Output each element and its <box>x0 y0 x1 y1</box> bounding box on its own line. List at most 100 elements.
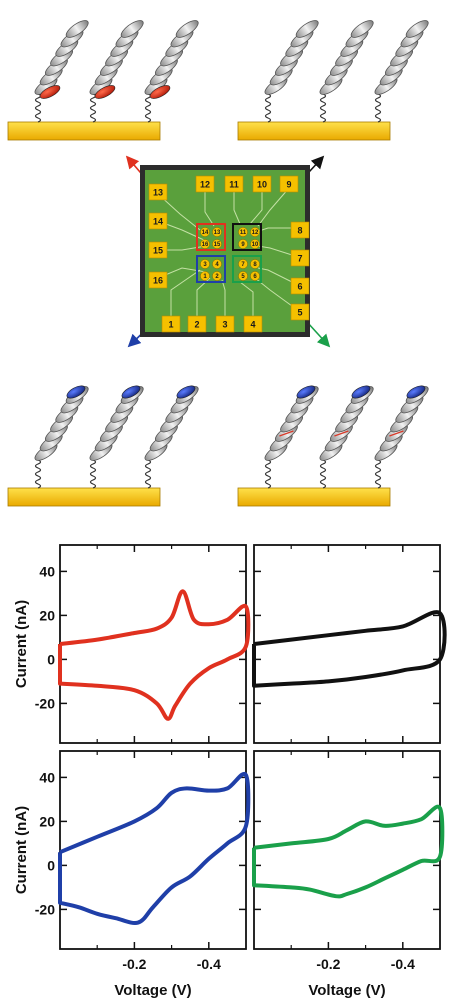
y-tick-label: 20 <box>39 813 55 829</box>
gold-electrode <box>237 487 391 507</box>
chip-electrode <box>238 259 248 269</box>
chip-pad-label: 12 <box>200 180 210 190</box>
chip-electrode <box>200 239 210 249</box>
redox-label-red <box>149 85 171 99</box>
redox-label-red <box>39 85 61 99</box>
dna-helix <box>34 386 89 461</box>
blue-quadrant-box <box>196 255 226 283</box>
chip-electrode-label: 10 <box>252 242 259 248</box>
chip-electrode-label: 3 <box>203 262 207 268</box>
chip-pad <box>148 271 168 289</box>
x-axis-title: Voltage (V) <box>114 982 191 999</box>
dna-helix <box>34 20 89 95</box>
chip-pad-label: 7 <box>297 254 302 264</box>
chip-pad <box>290 303 310 321</box>
linker-tether <box>264 459 272 489</box>
chip-pad-label: 2 <box>194 320 199 330</box>
dna-panel-black <box>237 20 429 141</box>
gold-electrode <box>237 121 391 141</box>
chip-electrode-label: 6 <box>253 274 257 280</box>
chip-pad-label: 3 <box>222 320 227 330</box>
cv-charts: 40 20 0 -20 Current (nA) 40 20 0 -20 -0.2 -0.4 Curr… <box>13 544 447 999</box>
chip-pad <box>195 175 215 193</box>
dna-helix <box>144 386 199 461</box>
x-tick-label: -0.4 <box>391 956 415 972</box>
green-quadrant-box <box>232 255 262 283</box>
chip-electrode <box>200 259 210 269</box>
chip-electrode-label: 16 <box>202 242 209 248</box>
chip-electrode-label: 13 <box>214 230 221 236</box>
dna-helix <box>374 386 429 461</box>
y-tick-label: 0 <box>47 857 55 873</box>
y-tick-label: 20 <box>39 607 55 623</box>
chip-electrode <box>250 271 260 281</box>
chip-pad <box>148 212 168 230</box>
chip-electrode-label: 5 <box>241 274 245 280</box>
y-tick-label: 40 <box>39 769 55 785</box>
cv-curve-green <box>252 804 445 899</box>
chip-electrode <box>200 271 210 281</box>
redox-label-red <box>94 85 116 99</box>
cv-chart-bottom-left: 40 20 0 -20 -0.2 -0.4 Current (nA) Voltage (V) <box>13 750 251 999</box>
chip-electrode <box>250 259 260 269</box>
dna-schematics <box>7 20 429 507</box>
chip-electrode-label: 11 <box>240 230 247 236</box>
chip-electrode <box>250 239 260 249</box>
linker-tether <box>374 93 382 123</box>
linker-tether <box>374 459 382 489</box>
dna-helix <box>319 20 374 95</box>
plot-frame <box>253 750 441 950</box>
dna-helix <box>319 386 374 461</box>
chip-electrode-label: 2 <box>215 274 219 280</box>
linker-tether <box>144 93 152 123</box>
chip-pad <box>243 315 263 333</box>
chip-electrode-label: 9 <box>241 242 245 248</box>
y-tick-label: -20 <box>35 901 55 917</box>
chip-electrode <box>250 227 260 237</box>
x-axis-title: Voltage (V) <box>308 982 385 999</box>
red-quadrant-box <box>196 223 226 251</box>
chip-electrode <box>212 259 222 269</box>
chip-pad <box>252 175 272 193</box>
black-quadrant-box <box>232 223 262 251</box>
chip-pad-label: 1 <box>168 320 173 330</box>
chip-pad <box>161 315 181 333</box>
chip-pad-label: 9 <box>286 180 291 190</box>
linker-tether <box>264 93 272 123</box>
chip-pad <box>290 221 310 239</box>
chip-pad-label: 13 <box>153 188 163 198</box>
redox-label-blue <box>176 385 196 399</box>
dna-helix <box>264 20 319 95</box>
chip-electrode-label: 4 <box>215 262 219 268</box>
chip-electrode <box>238 271 248 281</box>
y-axis-title: Current (nA) <box>13 806 30 894</box>
redox-label-blue <box>406 385 426 399</box>
chip-electrode <box>238 239 248 249</box>
redox-label-blue <box>296 385 316 399</box>
chip-pad <box>148 183 168 201</box>
chip-pad <box>290 277 310 295</box>
plot-frame <box>253 544 441 744</box>
chip-pad <box>148 241 168 259</box>
chip-electrode-label: 7 <box>241 262 245 268</box>
chip-electrode-label: 14 <box>202 230 209 236</box>
y-axis-title: Current (nA) <box>13 600 30 688</box>
chip-electrode-label: 15 <box>214 242 221 248</box>
chip-pad-label: 10 <box>257 180 267 190</box>
y-tick-label: -20 <box>35 695 55 711</box>
redox-label-blue <box>121 385 141 399</box>
chip-electrode <box>212 239 222 249</box>
chip-electrode-label: 12 <box>252 230 259 236</box>
linker-tether <box>34 459 42 489</box>
chip-pad-label: 16 <box>153 276 163 286</box>
chip-pad <box>224 175 244 193</box>
chip-electrode-label: 1 <box>203 274 207 280</box>
redox-label-blue <box>66 385 86 399</box>
chip-pad <box>215 315 235 333</box>
chip-electrode <box>212 271 222 281</box>
chip-pad-label: 6 <box>297 282 302 292</box>
dna-helix <box>264 386 319 461</box>
chip-pad <box>290 249 310 267</box>
